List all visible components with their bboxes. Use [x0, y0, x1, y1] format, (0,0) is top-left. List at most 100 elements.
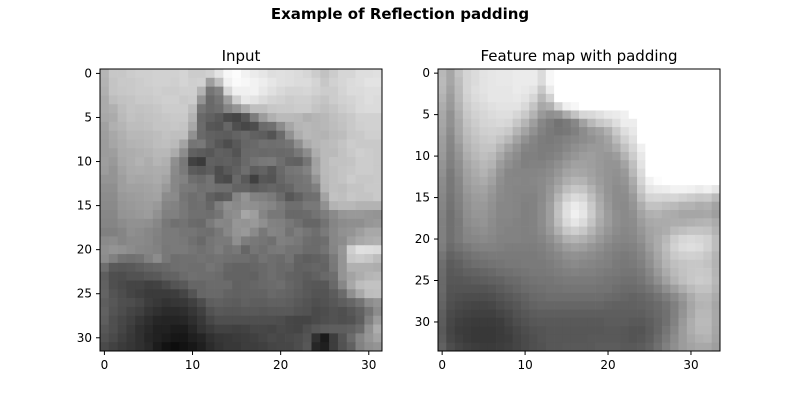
heatmap-cell: [711, 85, 721, 95]
heatmap-cell: [232, 157, 242, 167]
heatmap-cell: [446, 102, 455, 111]
heatmap-cell: [595, 160, 605, 169]
heatmap-cell: [587, 259, 596, 269]
heatmap-cell: [364, 306, 374, 317]
heatmap-cell: [479, 201, 489, 211]
heatmap-cell: [554, 292, 563, 302]
heatmap-cell: [205, 201, 215, 211]
heatmap-cell: [293, 69, 304, 79]
heatmap-cell: [223, 324, 233, 334]
heatmap-cell: [320, 121, 330, 132]
heatmap-cell: [512, 151, 522, 161]
heatmap-cell: [487, 309, 497, 319]
heatmap-cell: [438, 326, 447, 335]
heatmap-cell: [686, 185, 696, 194]
heatmap-cell: [446, 292, 455, 302]
heatmap-cell: [188, 174, 198, 184]
heatmap-cell: [545, 160, 555, 169]
heatmap-cell: [612, 77, 621, 86]
heatmap-cell: [135, 113, 145, 123]
heatmap-cell: [645, 93, 654, 103]
heatmap-cell: [603, 276, 613, 285]
heatmap-cell: [100, 227, 110, 237]
heatmap-cell: [223, 262, 233, 273]
heatmap-cell: [152, 104, 163, 114]
heatmap-cell: [645, 326, 654, 335]
heatmap-cell: [637, 234, 646, 244]
heatmap-cell: [554, 218, 563, 227]
heatmap-cell: [373, 95, 383, 105]
heatmap-cell: [311, 210, 321, 220]
heatmap-cell: [703, 251, 713, 261]
heatmap-cell: [320, 315, 330, 325]
heatmap-cell: [512, 110, 522, 120]
heatmap-cell: [603, 234, 613, 244]
heatmap-cell: [364, 157, 374, 167]
heatmap-cell: [179, 298, 189, 308]
heatmap-cell: [135, 210, 145, 220]
y-tick-label: 25: [77, 287, 92, 301]
heatmap-cell: [438, 301, 447, 310]
heatmap-cell: [487, 77, 497, 86]
heatmap-cell: [446, 342, 455, 352]
heatmap-cell: [529, 201, 538, 211]
heatmap-cell: [364, 289, 374, 299]
heatmap-cell: [161, 236, 171, 246]
heatmap-cell: [570, 210, 580, 219]
heatmap-cell: [170, 289, 180, 299]
heatmap-cell: [152, 236, 163, 246]
heatmap-cell: [462, 301, 472, 310]
heatmap-cell: [562, 218, 572, 227]
heatmap-cell: [188, 165, 198, 176]
heatmap-cell: [620, 326, 630, 335]
heatmap-cell: [100, 218, 110, 228]
heatmap-cell: [232, 165, 242, 176]
heatmap-cell: [170, 95, 180, 105]
heatmap-cell: [529, 226, 538, 236]
heatmap-cell: [258, 324, 268, 334]
heatmap-cell: [612, 334, 621, 344]
heatmap-cell: [135, 77, 145, 87]
heatmap-cell: [512, 93, 522, 103]
heatmap-cell: [454, 251, 464, 261]
heatmap-cell: [661, 276, 671, 285]
heatmap-cell: [214, 315, 224, 325]
heatmap-cell: [637, 93, 646, 103]
heatmap-cell: [520, 168, 530, 178]
heatmap-cell: [126, 227, 136, 237]
y-tick-label: 30: [415, 315, 430, 329]
heatmap-cell: [496, 110, 505, 120]
heatmap-cell: [454, 259, 464, 269]
heatmap-cell: [223, 77, 233, 87]
heatmap-cell: [446, 193, 455, 203]
heatmap-cell: [645, 160, 654, 169]
heatmap-cell: [276, 289, 286, 299]
heatmap-cell: [285, 192, 295, 202]
heatmap-cell: [562, 127, 572, 136]
heatmap-cell: [232, 324, 242, 334]
heatmap-cell: [346, 95, 356, 105]
heatmap-cell: [241, 280, 251, 290]
heatmap-cell: [276, 306, 286, 317]
heatmap-cell: [241, 113, 251, 123]
heatmap-cell: [126, 174, 136, 184]
heatmap-cell: [686, 69, 696, 78]
heatmap-cell: [670, 135, 679, 144]
heatmap-cell: [670, 292, 679, 302]
heatmap-cell: [603, 143, 613, 153]
heatmap-cell: [346, 218, 356, 228]
heatmap-cell: [471, 243, 480, 252]
heatmap-cell: [196, 289, 207, 299]
heatmap-cell: [661, 77, 671, 86]
heatmap-cell: [126, 324, 136, 334]
heatmap-cell: [214, 306, 224, 317]
heatmap-cell: [529, 85, 538, 95]
heatmap-cell: [108, 192, 118, 202]
heatmap-cell: [520, 210, 530, 219]
heatmap-cell: [496, 251, 505, 261]
heatmap-cell: [126, 298, 136, 308]
heatmap-cell: [205, 148, 215, 158]
heatmap-cell: [579, 110, 588, 120]
heatmap-cell: [637, 292, 646, 302]
heatmap-cell: [570, 251, 580, 261]
